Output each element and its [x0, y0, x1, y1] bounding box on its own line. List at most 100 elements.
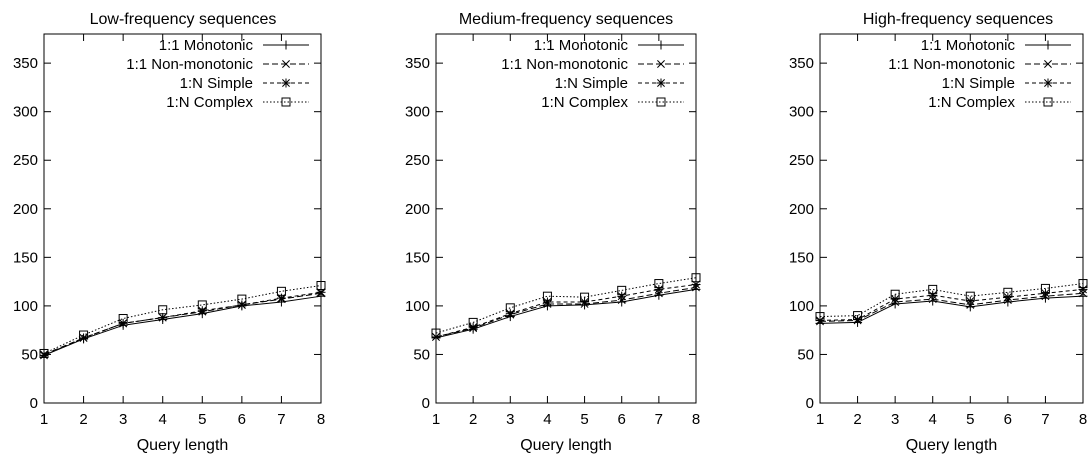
y-tick-label: 200 [789, 201, 814, 218]
data-point [505, 303, 515, 313]
x-tick-label: 5 [580, 411, 588, 428]
y-tick-label: 350 [13, 55, 38, 72]
y-tick-label: 250 [13, 152, 38, 169]
legend-marker [657, 60, 665, 68]
x-tick-label: 3 [119, 411, 127, 428]
x-tick-label: 7 [655, 411, 663, 428]
chart-title: High-frequency sequences [863, 11, 1053, 28]
x-tick-label: 4 [543, 411, 551, 428]
y-tick-label: 0 [806, 395, 814, 412]
y-tick-label: 350 [789, 55, 814, 72]
x-tick-label: 6 [1004, 411, 1012, 428]
y-tick-label: 0 [422, 395, 430, 412]
series-line [43, 295, 322, 356]
x-tick-label: 8 [1079, 411, 1087, 428]
data-point [39, 348, 49, 358]
legend-marker [281, 97, 291, 107]
chart-panel-1: Low-frequency sequences 0 50 100 150 200 250 30… [13, 11, 326, 454]
data-point [118, 318, 128, 328]
x-tick-label: 4 [159, 411, 167, 428]
data-point [197, 300, 207, 310]
legend-marker [656, 97, 666, 107]
series-line [819, 283, 1084, 318]
x-tick-label: 2 [469, 411, 477, 428]
x-tick-label: 5 [966, 411, 974, 428]
series-line [819, 288, 1084, 321]
legend-marker [1043, 78, 1053, 88]
legend-marker [656, 40, 666, 50]
legend-label: 1:1 Monotonic [159, 37, 254, 54]
legend-label: 1:N Complex [166, 94, 253, 111]
data-point [118, 314, 128, 324]
legend: 1:1 Monotonic 1:1 Non-monotonic 1:N Simple… [501, 37, 684, 111]
legend-marker [1043, 97, 1053, 107]
data-point [237, 300, 247, 310]
data-point [1078, 279, 1088, 289]
x-axis-label: Query length [137, 437, 229, 454]
data-point [276, 286, 286, 296]
y-tick-label: 250 [789, 152, 814, 169]
legend-label: 1:N Simple [180, 75, 253, 92]
plot-frame [435, 33, 697, 404]
data-point [815, 312, 825, 322]
legend-label: 1:N Simple [555, 75, 628, 92]
chart-title: Low-frequency sequences [90, 11, 277, 28]
legend-marker [1043, 40, 1053, 50]
y-tick-label: 50 [797, 346, 814, 363]
series-3 [431, 280, 701, 342]
data-point [79, 333, 89, 343]
y-tick-label: 250 [405, 152, 430, 169]
legend-label: 1:1 Non-monotonic [501, 56, 628, 73]
legend-label: 1:N Complex [541, 94, 628, 111]
series-line [819, 292, 1084, 322]
data-point [39, 350, 49, 360]
y-tick-label: 300 [789, 104, 814, 121]
series-3 [39, 287, 326, 360]
data-point [654, 284, 664, 294]
data-point [965, 296, 975, 306]
legend-label: 1:1 Monotonic [534, 37, 629, 54]
data-point [580, 292, 590, 302]
legend-label: 1:N Complex [928, 94, 1015, 111]
legend: 1:1 Monotonic 1:1 Non-monotonic 1:N Simple… [888, 37, 1071, 111]
data-point [542, 297, 552, 307]
x-axis-label: Query length [906, 437, 998, 454]
x-tick-label: 7 [1041, 411, 1049, 428]
series-2 [40, 289, 325, 359]
data-point [1040, 288, 1050, 298]
x-tick-label: 1 [816, 411, 824, 428]
x-tick-label: 2 [853, 411, 861, 428]
y-tick-label: 150 [405, 249, 430, 266]
data-point [468, 322, 478, 332]
series-line [819, 295, 1084, 324]
data-point [1040, 283, 1050, 293]
data-point [1078, 284, 1088, 294]
series-4 [431, 273, 701, 338]
data-point [928, 290, 938, 300]
x-tick-label: 3 [891, 411, 899, 428]
x-tick-label: 6 [238, 411, 246, 428]
data-point [158, 313, 168, 323]
y-tick-label: 50 [413, 346, 430, 363]
data-point [928, 284, 938, 294]
x-tick-label: 1 [432, 411, 440, 428]
series-4 [815, 279, 1088, 322]
data-point [468, 317, 478, 327]
legend-marker [281, 40, 291, 50]
y-tick-label: 50 [21, 346, 38, 363]
legend-label: 1:N Simple [942, 75, 1015, 92]
x-tick-label: 4 [929, 411, 937, 428]
data-point [617, 291, 627, 301]
series-2 [432, 283, 700, 341]
data-point [965, 291, 975, 301]
data-point [1003, 292, 1013, 302]
series-4 [39, 281, 326, 358]
data-point [505, 309, 515, 319]
y-tick-label: 100 [13, 298, 38, 315]
data-point [580, 297, 590, 307]
y-tick-label: 150 [13, 249, 38, 266]
data-point [542, 291, 552, 301]
x-tick-label: 2 [79, 411, 87, 428]
x-tick-label: 5 [198, 411, 206, 428]
